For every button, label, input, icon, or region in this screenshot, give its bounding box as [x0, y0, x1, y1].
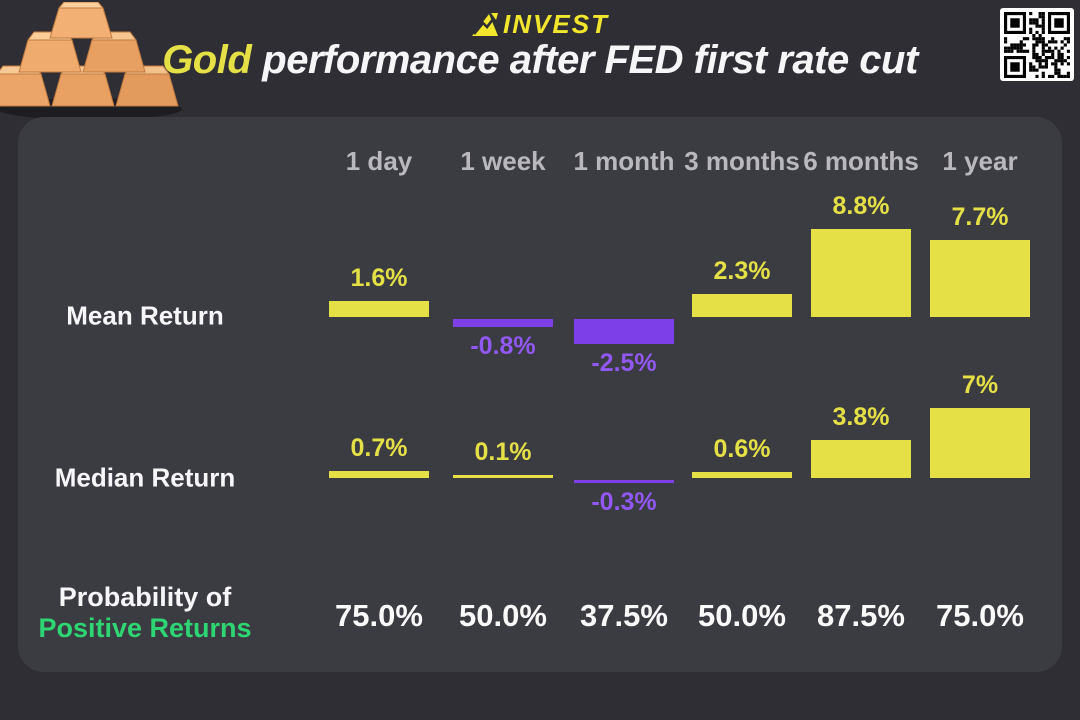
- bar-value-label: 0.7%: [350, 434, 408, 462]
- invest-chart-arrow-icon: [472, 12, 499, 36]
- bar-value-label: 1.6%: [350, 264, 408, 292]
- title-highlight: Gold: [162, 38, 252, 82]
- bar-value-label: 2.3%: [713, 257, 771, 285]
- probability-value-1-month: 37.5%: [580, 598, 668, 633]
- probability-label-line1: Probability of: [58, 582, 232, 612]
- bar-mean-3-months: [692, 294, 792, 317]
- probability-value-1-week: 50.0%: [459, 598, 547, 633]
- bar-mean-1-day: [329, 301, 429, 317]
- bar-mean-6-months: [811, 229, 911, 317]
- probability-value-1-year: 75.0%: [936, 598, 1024, 633]
- bar-value-label: 0.6%: [713, 435, 771, 463]
- column-header-3-months: 3 months: [684, 146, 800, 176]
- bar-value-label: 3.8%: [832, 403, 890, 431]
- column-header-1-year: 1 year: [942, 146, 1018, 176]
- logo-text: INVEST: [503, 9, 609, 39]
- bar-median-1-year: [930, 408, 1030, 478]
- row-label-mean-return: Mean Return: [66, 300, 224, 331]
- row-label-median-return: Median Return: [54, 462, 236, 493]
- title-rest: performance after FED first rate cut: [262, 38, 918, 82]
- probability-label-line2: Positive Returns: [38, 613, 252, 643]
- bar-median-1-week: [453, 475, 553, 478]
- brand-logo: INVEST: [471, 9, 609, 40]
- bar-median-6-months: [811, 440, 911, 478]
- bar-mean-1-month: [574, 319, 674, 344]
- bar-value-label: -0.3%: [591, 488, 657, 516]
- column-header-1-month: 1 month: [573, 146, 675, 176]
- bar-median-1-month: [574, 480, 674, 483]
- bar-value-label: -0.8%: [470, 332, 536, 360]
- bar-median-3-months: [692, 472, 792, 478]
- bar-value-label: 0.1%: [474, 438, 532, 466]
- bar-mean-1-year: [930, 240, 1030, 317]
- bar-mean-1-week: [453, 319, 553, 327]
- bar-value-label: 8.8%: [832, 192, 890, 220]
- probability-value-3-months: 50.0%: [698, 598, 786, 633]
- qr-code: [1000, 8, 1074, 81]
- bar-value-label: -2.5%: [591, 349, 657, 377]
- column-header-6-months: 6 months: [803, 146, 919, 176]
- probability-value-6-months: 87.5%: [817, 598, 905, 633]
- page-title: Gold performance after FED first rate cut: [162, 38, 918, 83]
- bar-median-1-day: [329, 471, 429, 478]
- column-header-1-week: 1 week: [460, 146, 546, 176]
- probability-value-1-day: 75.0%: [335, 598, 423, 633]
- bar-value-label: 7%: [961, 371, 999, 399]
- row-label-probability: Probability of Positive Returns: [38, 582, 251, 644]
- column-header-1-day: 1 day: [345, 146, 413, 176]
- chart-panel: [18, 117, 1062, 672]
- gold-bars-icon: [0, 2, 182, 120]
- bar-value-label: 7.7%: [951, 203, 1009, 231]
